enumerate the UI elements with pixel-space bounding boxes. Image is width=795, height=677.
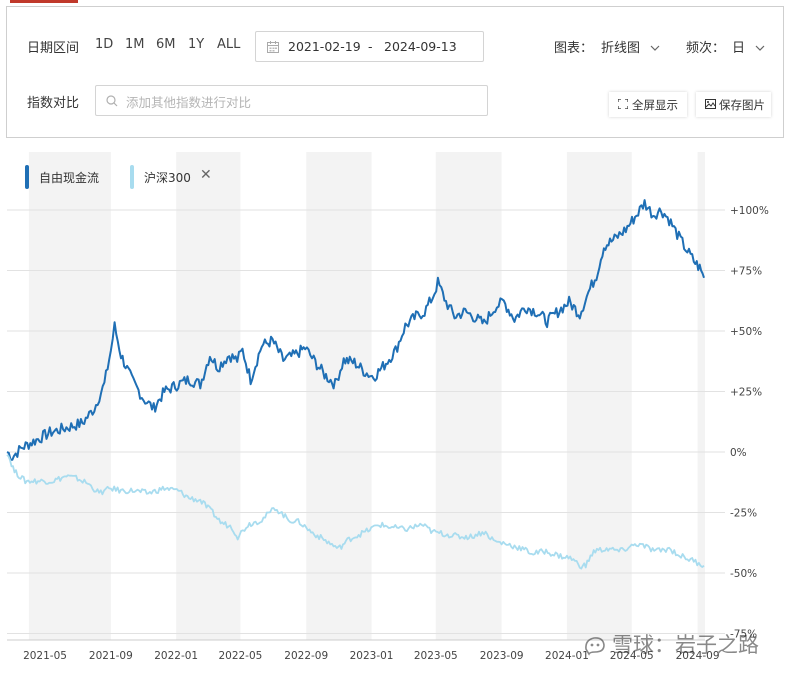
legend-item-series1[interactable]: 自由现金流 xyxy=(25,165,115,189)
x-tick-label: 2023-09 xyxy=(480,650,524,662)
series-line-1 xyxy=(6,199,705,461)
x-axis-ticks: 2021-05 2021-09 2022-01 2022-05 2022-09 2023-… xyxy=(23,650,719,662)
y-tick-label: +75% xyxy=(730,266,762,278)
date-range-label: 日期区间 xyxy=(27,41,80,56)
chart-type-label: 图表： xyxy=(554,41,594,56)
chart-gridlines xyxy=(7,209,725,641)
x-tick-label: 2022-05 xyxy=(218,650,262,662)
date-separator: - xyxy=(368,39,373,54)
x-tick-label: 2021-09 xyxy=(89,650,133,662)
y-axis-ticks: +100% +75% +50% +25% 0% -25% -50% -75% xyxy=(730,205,769,641)
frequency-dropdown[interactable]: 日 xyxy=(732,37,765,56)
y-tick-label: +100% xyxy=(730,205,769,217)
y-tick-label: -25% xyxy=(730,508,757,520)
y-tick-label: -50% xyxy=(730,568,757,580)
chevron-down-icon xyxy=(755,45,765,51)
chart-background-bands xyxy=(28,152,705,640)
frequency-value: 日 xyxy=(732,41,746,56)
y-tick-label: 0% xyxy=(730,447,747,459)
x-tick-label: 2021-05 xyxy=(23,650,67,662)
legend-label-series1: 自由现金流 xyxy=(39,171,100,185)
index-compare-input[interactable] xyxy=(124,92,478,112)
range-button-all[interactable]: ALL xyxy=(217,37,241,52)
x-tick-label: 2022-01 xyxy=(154,650,198,662)
date-start-value: 2021-02-19 xyxy=(288,39,361,54)
save-image-label: 保存图片 xyxy=(719,98,765,112)
snowball-logo-icon xyxy=(585,637,605,656)
legend-label-series2: 沪深300 xyxy=(144,171,191,185)
background-band xyxy=(306,152,372,640)
image-icon xyxy=(705,99,716,109)
fullscreen-icon xyxy=(618,99,628,109)
y-tick-label: +50% xyxy=(730,326,762,338)
date-range-picker[interactable]: 2021-02-19 - 2024-09-13 xyxy=(255,31,484,62)
index-compare-search[interactable] xyxy=(95,85,488,116)
chart-controls-panel: 日期区间 1D 1M 6M 1Y ALL 2021-02-19 - 2024-0… xyxy=(6,6,784,138)
series-line-2 xyxy=(6,454,705,570)
range-button-1m[interactable]: 1M xyxy=(125,37,145,52)
chart-type-dropdown[interactable]: 折线图 xyxy=(601,37,660,56)
chevron-down-icon xyxy=(650,45,660,51)
index-compare-label: 指数对比 xyxy=(27,96,80,111)
watermark-text: 雪球：岩子之路 xyxy=(612,633,759,657)
y-tick-label: -75% xyxy=(730,629,757,641)
fullscreen-label: 全屏显示 xyxy=(632,98,678,112)
background-band xyxy=(28,152,111,640)
x-tick-label: 2024-05 xyxy=(610,650,654,662)
x-tick-label: 2024-01 xyxy=(545,650,589,662)
x-tick-label: 2023-01 xyxy=(350,650,394,662)
x-tick-label: 2024-09 xyxy=(676,650,720,662)
chart-series xyxy=(6,199,705,570)
background-band xyxy=(176,152,241,640)
save-image-button[interactable]: 保存图片 xyxy=(696,92,771,117)
performance-chart: +100%+75%+50%+25%0%-25%-50%-75% 2021-05 2… xyxy=(6,152,769,662)
legend-swatch-series2 xyxy=(130,165,134,189)
x-tick-label: 2022-09 xyxy=(284,650,328,662)
legend-swatch-series1 xyxy=(25,165,29,189)
range-button-1d[interactable]: 1D xyxy=(95,37,114,52)
fullscreen-button[interactable]: 全屏显示 xyxy=(609,92,687,117)
background-band xyxy=(697,152,705,640)
y-tick-label: +25% xyxy=(730,387,762,399)
date-end-value: 2024-09-13 xyxy=(384,39,457,54)
legend-item-series2[interactable]: 沪深300 ✕ xyxy=(130,165,220,189)
x-tick-label: 2023-05 xyxy=(414,650,458,662)
remove-series-close-icon[interactable]: ✕ xyxy=(200,167,212,183)
frequency-label: 频次： xyxy=(686,41,726,56)
range-button-1y[interactable]: 1Y xyxy=(188,37,205,52)
range-button-6m[interactable]: 6M xyxy=(156,37,176,52)
calendar-icon xyxy=(267,41,279,53)
background-band xyxy=(566,152,632,640)
chart-type-value: 折线图 xyxy=(601,41,641,56)
background-band xyxy=(435,152,502,640)
brand-accent-bar xyxy=(10,0,78,3)
search-icon xyxy=(106,95,118,107)
